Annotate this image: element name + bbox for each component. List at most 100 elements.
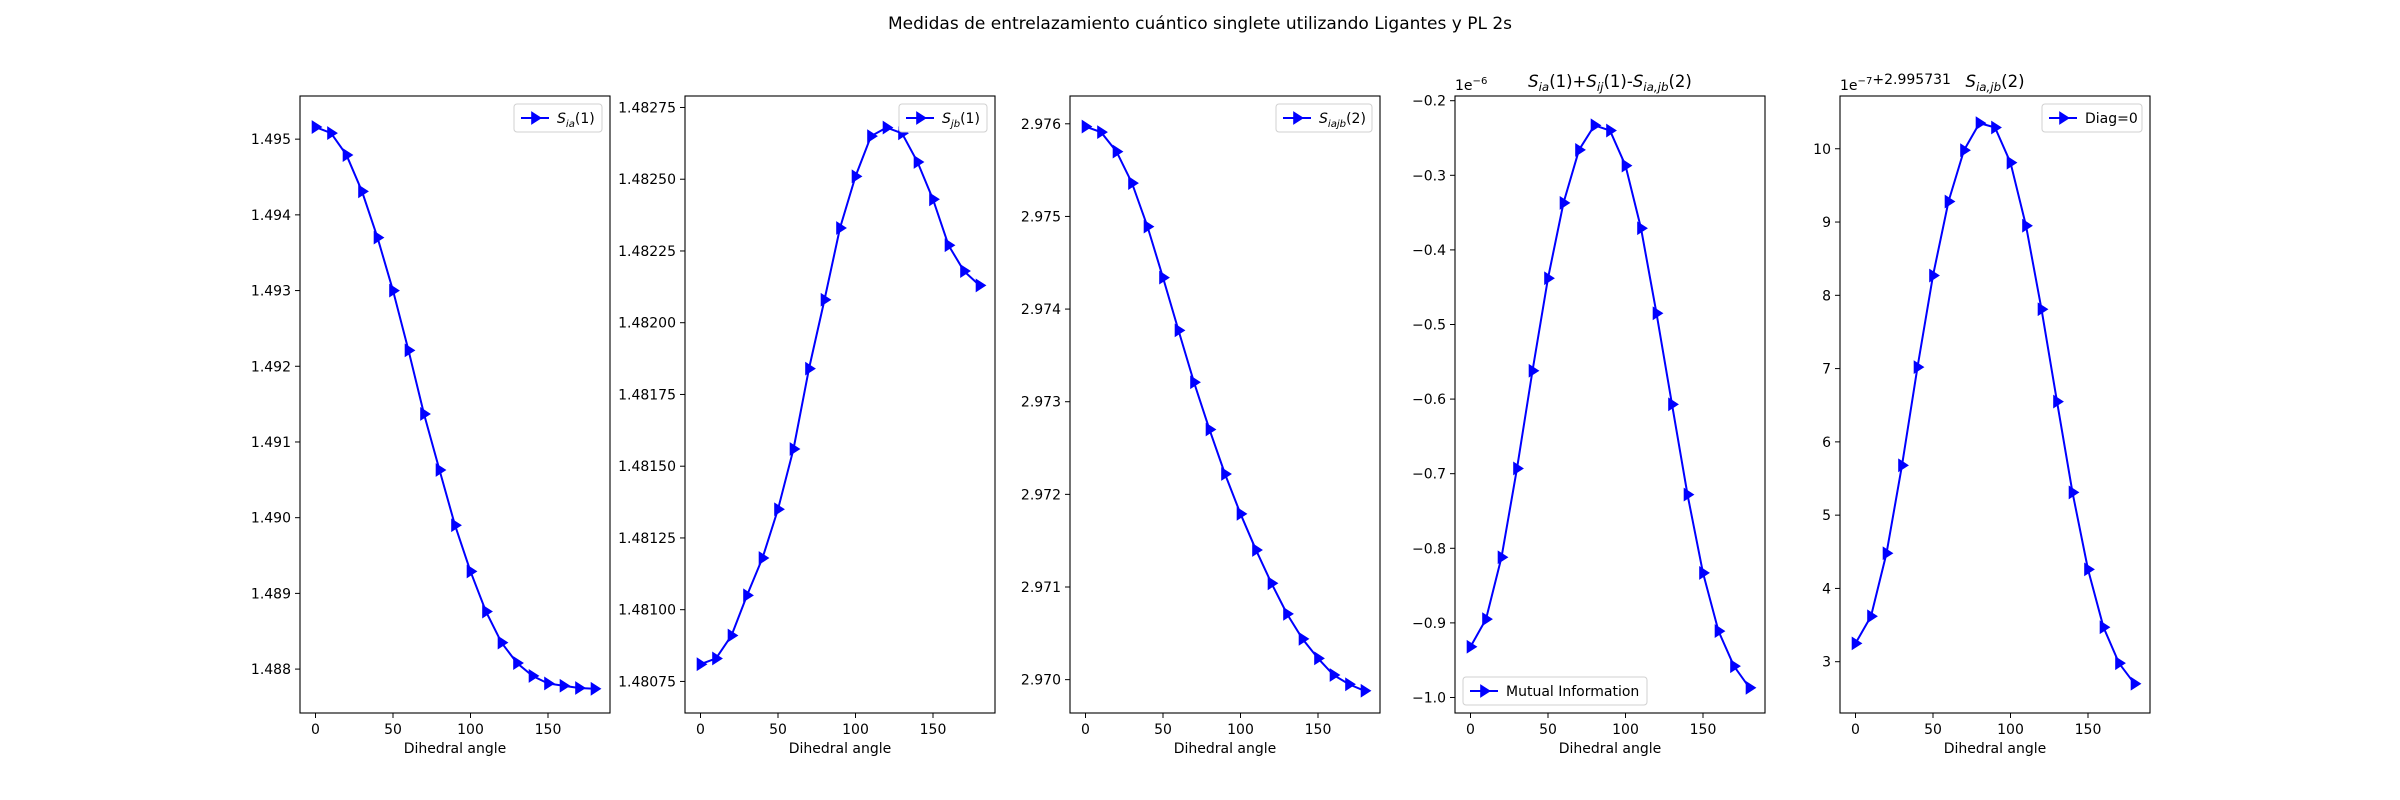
legend-label-suffix: (1) xyxy=(960,111,980,127)
legend: Siajb(2) xyxy=(1275,103,1373,133)
x-tick-label: 100 xyxy=(1612,722,1639,738)
axes-frame xyxy=(299,95,611,714)
offset-base: +2.995731 xyxy=(1872,72,1951,88)
data-point xyxy=(1944,194,1956,209)
data-point xyxy=(420,407,431,421)
data-point xyxy=(1345,677,1356,692)
legend-box xyxy=(1462,676,1648,706)
x-tick-label: 0 xyxy=(311,722,320,738)
x-tick-label: 0 xyxy=(1851,722,1860,738)
legend-marker xyxy=(1480,684,1491,698)
y-tick-label: −0.2 xyxy=(1412,94,1446,110)
y-tick-label: 10 xyxy=(1813,142,1831,158)
legend-label: Diag=0 xyxy=(2085,111,2138,127)
data-point xyxy=(1929,268,1940,283)
data-point xyxy=(2053,394,2064,409)
y-tick-label: 1.48075 xyxy=(618,674,676,690)
data-point xyxy=(1528,363,1540,378)
axes-frame xyxy=(684,95,996,714)
x-tick-label: 100 xyxy=(457,722,484,738)
y-tick-label: 1.48175 xyxy=(618,387,676,403)
data-point xyxy=(342,148,354,162)
axes-frame xyxy=(1839,95,2151,714)
data-point xyxy=(1205,422,1217,437)
y-tick-label: 6 xyxy=(1822,435,1831,451)
data-point xyxy=(913,155,925,169)
data-point xyxy=(960,264,971,278)
figure-title: Medidas de entrelazamiento cuántico sing… xyxy=(888,14,1512,34)
title-suffix: (2) xyxy=(1669,72,1692,91)
data-point xyxy=(712,651,723,666)
data-point xyxy=(1097,125,1108,140)
data-point xyxy=(1513,461,1524,476)
data-point xyxy=(1252,543,1263,557)
data-point xyxy=(2037,302,2049,317)
data-point xyxy=(1159,270,1170,285)
legend-label-base: Mutual Information xyxy=(1506,684,1639,700)
data-point xyxy=(2006,155,2018,170)
data-point xyxy=(1267,576,1279,591)
data-point xyxy=(1867,609,1878,624)
data-point xyxy=(528,668,540,683)
x-tick-label: 150 xyxy=(1305,722,1332,738)
title-base: S xyxy=(1586,72,1596,91)
data-point xyxy=(497,635,509,650)
x-tick-label: 0 xyxy=(1081,722,1090,738)
legend-label: Sia(1) xyxy=(557,111,595,130)
axis-offset-text: 1e−6 xyxy=(1455,76,1487,94)
data-point xyxy=(1283,606,1294,621)
x-tick-label: 100 xyxy=(1997,722,2024,738)
data-point xyxy=(1683,487,1695,502)
y-tick-label: 1.48200 xyxy=(618,316,676,332)
legend-box xyxy=(513,103,603,133)
y-tick-label: −0.8 xyxy=(1412,541,1446,557)
data-point xyxy=(1081,119,1093,134)
data-point xyxy=(1606,123,1617,138)
data-point xyxy=(466,564,478,579)
legend: Diag=0 xyxy=(2041,103,2143,133)
data-point xyxy=(758,551,770,565)
axes-frame xyxy=(1454,95,1766,714)
y-tick-label: 4 xyxy=(1822,581,1831,597)
x-tick-label: 0 xyxy=(1466,722,1475,738)
y-tick-label: 8 xyxy=(1822,288,1831,304)
title-sub: ij xyxy=(1597,80,1604,94)
chart-panels: 0 50 100 1501.4881.4891.4901.4911.4921.4931… xyxy=(251,72,2151,757)
data-point xyxy=(1621,158,1633,173)
x-axis-label: Dihedral angle xyxy=(789,741,892,757)
data-point xyxy=(1590,118,1602,133)
chart-3: 0 50 100 150 2.970 2.971 2.972 2.973 2.974 2.975 2… xyxy=(1021,95,1381,757)
y-tick-label: 9 xyxy=(1822,215,1831,231)
data-point xyxy=(544,676,555,691)
data-point xyxy=(1714,624,1726,639)
data-point xyxy=(975,278,987,293)
axes-frame xyxy=(1069,95,1381,714)
data-point xyxy=(404,343,416,358)
axis-offset-text: 1e−7+2.995731 xyxy=(1840,72,1951,94)
x-tick-label: 150 xyxy=(535,722,562,738)
y-tick-label: −0.3 xyxy=(1412,168,1446,184)
data-point xyxy=(2084,562,2095,577)
data-point xyxy=(2099,620,2111,635)
legend-marker xyxy=(2059,111,2070,125)
data-point xyxy=(1143,219,1155,234)
x-tick-label: 50 xyxy=(1539,722,1557,738)
y-tick-label: 1.48125 xyxy=(618,531,676,547)
legend-label-suffix: (1) xyxy=(575,111,595,127)
data-point xyxy=(1482,612,1493,627)
data-point xyxy=(1559,195,1571,210)
x-axis-label: Dihedral angle xyxy=(1944,741,2047,757)
x-axis-label: Dihedral angle xyxy=(1174,741,1277,757)
title-base: S xyxy=(1528,72,1538,91)
legend-label-base: S xyxy=(942,111,951,127)
legend: Sia(1) xyxy=(513,103,603,133)
title-sub: ia,jb xyxy=(1976,80,2001,94)
y-tick-label: 1.494 xyxy=(251,208,291,224)
title-suffix: (2) xyxy=(2001,72,2024,91)
chart-5: 0 50 100 150 3 4 5 6 7 8 9 10 Dihedral angle 1e−7+2.9… xyxy=(1813,72,2151,757)
x-axis-label: Dihedral angle xyxy=(1559,741,1662,757)
data-point xyxy=(836,221,847,235)
y-tick-label: 3 xyxy=(1822,655,1831,671)
data-point xyxy=(373,230,385,245)
